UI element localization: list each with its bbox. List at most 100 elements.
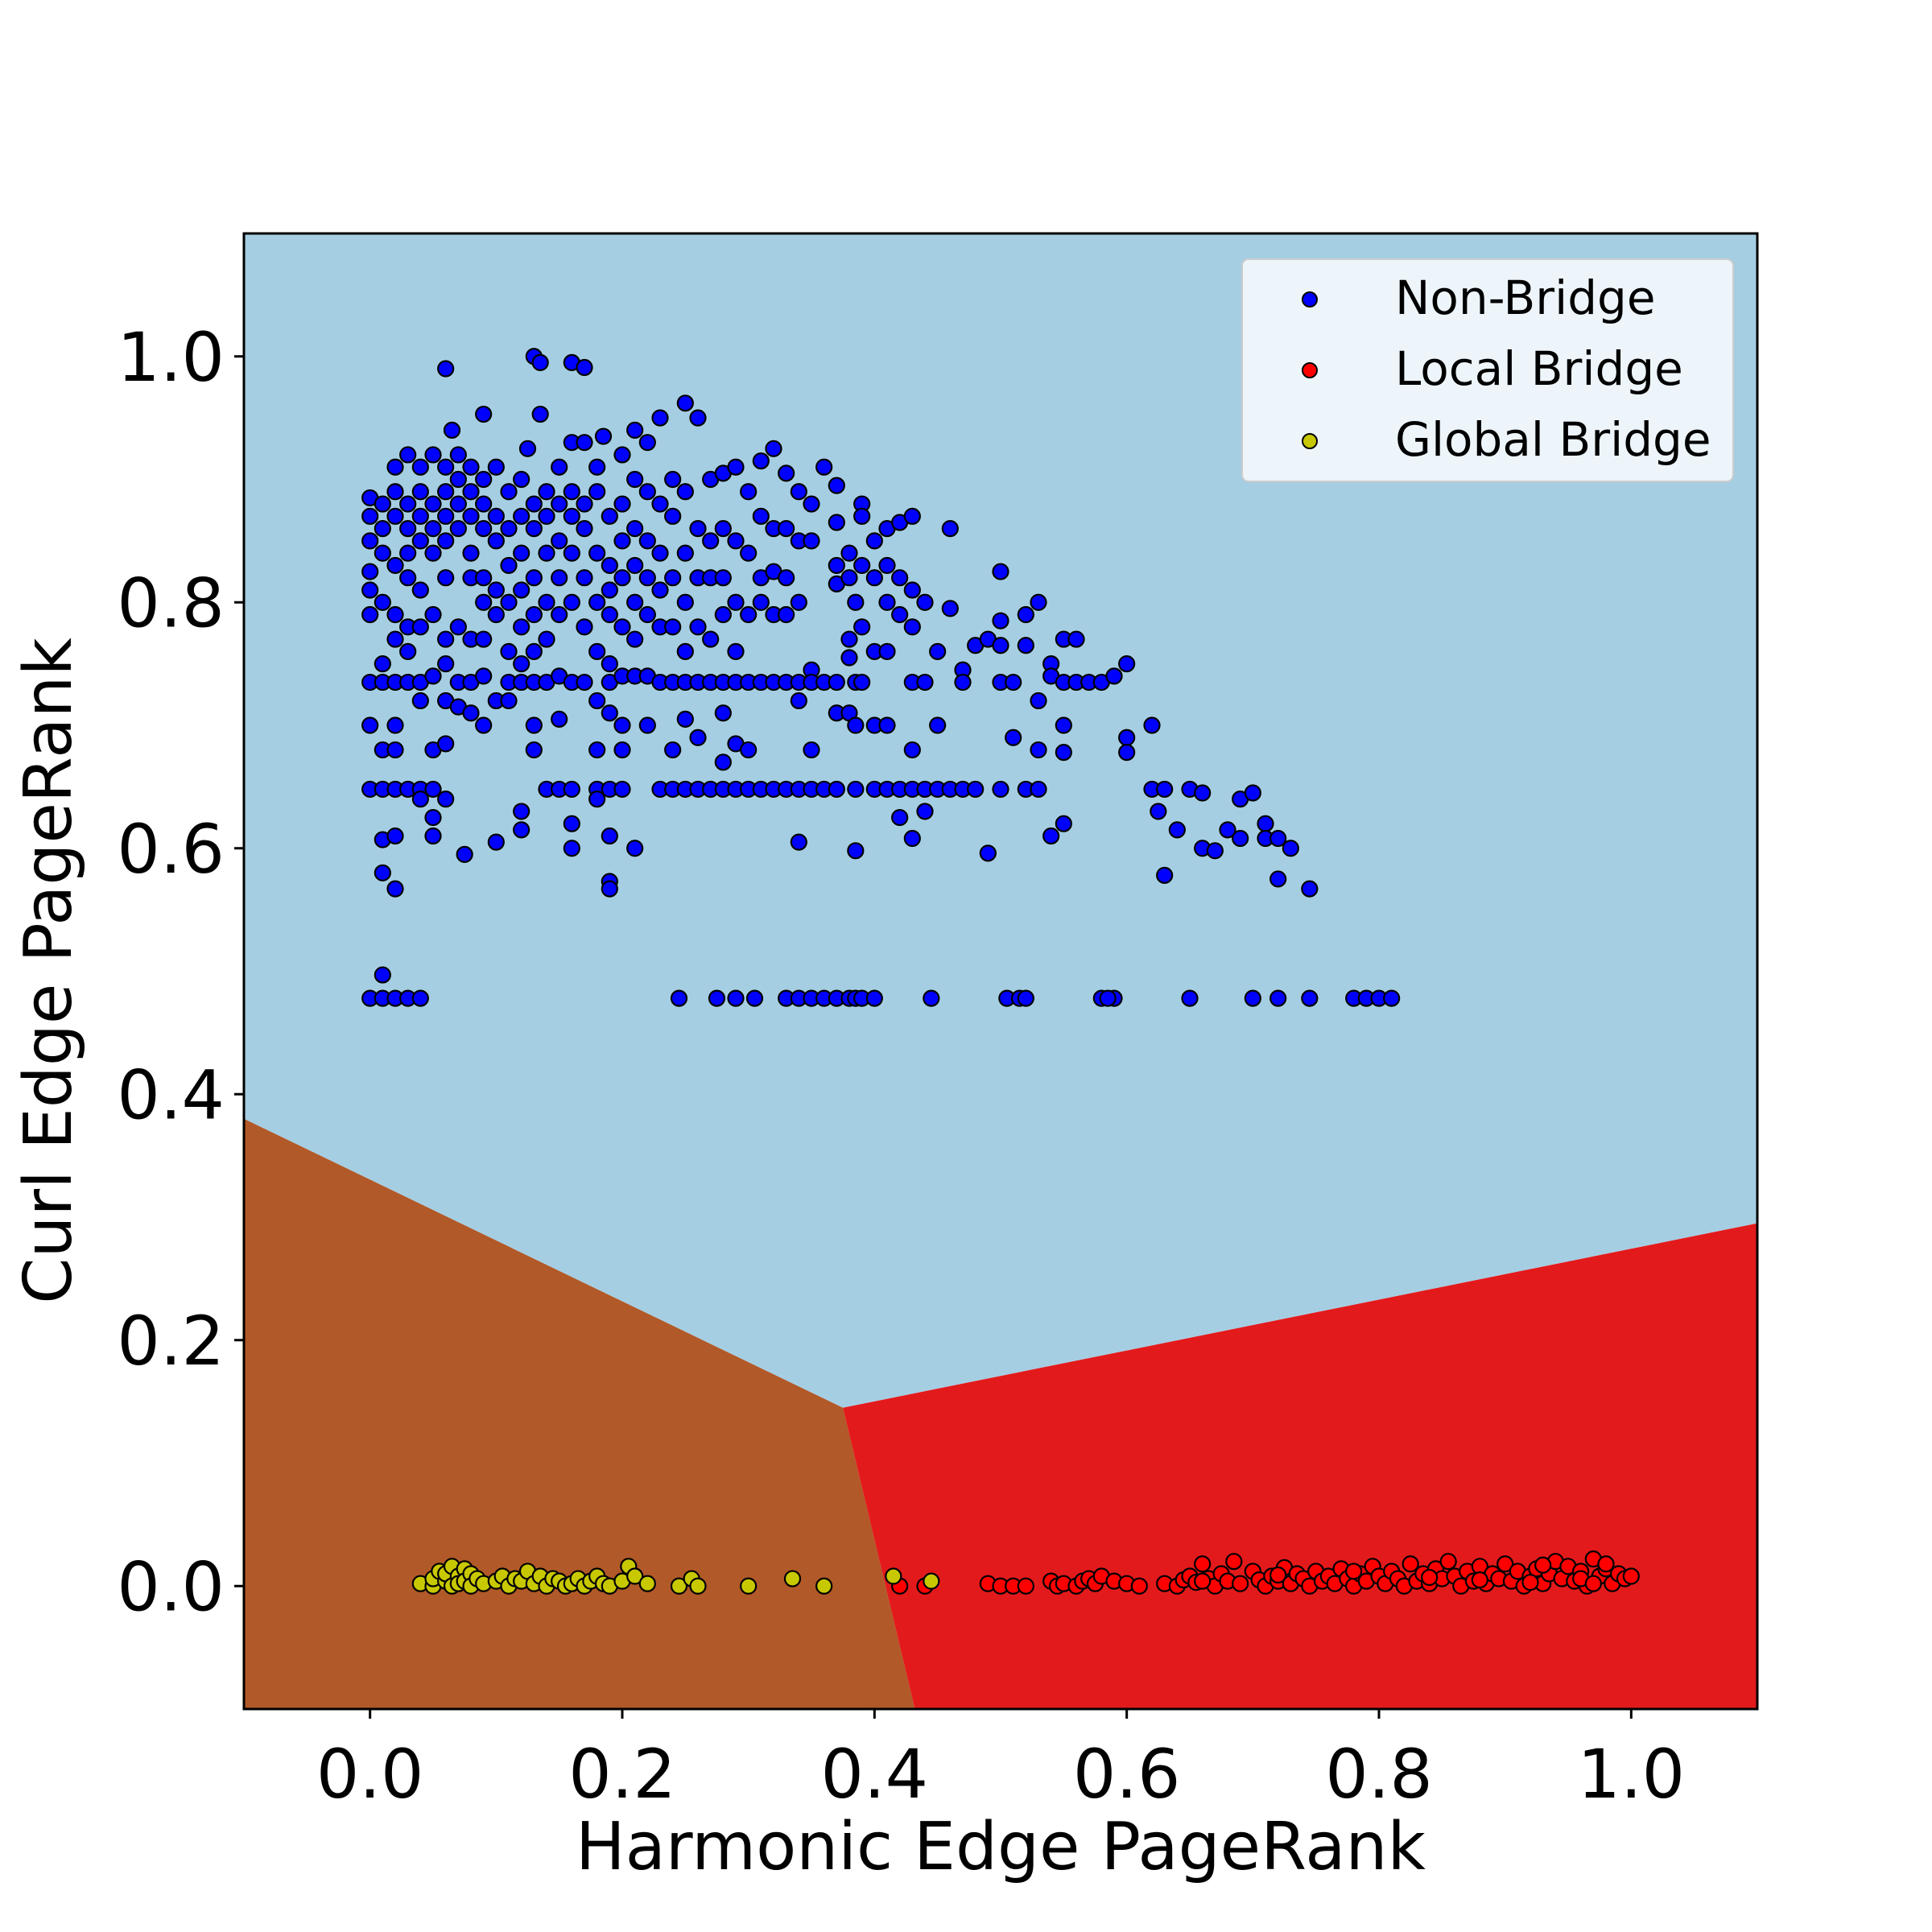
point-non-bridge bbox=[1118, 655, 1136, 673]
point-non-bridge bbox=[443, 421, 461, 440]
x-axis-label: Harmonic Edge PageRank bbox=[576, 1809, 1426, 1885]
point-non-bridge bbox=[513, 655, 530, 673]
region-global-bridge bbox=[244, 1118, 915, 1709]
point-non-bridge bbox=[1269, 829, 1287, 848]
point-non-bridge bbox=[638, 532, 656, 550]
point-non-bridge bbox=[538, 507, 555, 525]
point-non-bridge bbox=[525, 605, 543, 624]
point-non-bridge bbox=[500, 556, 518, 575]
point-non-bridge bbox=[676, 593, 694, 611]
point-non-bridge bbox=[601, 556, 618, 575]
point-non-bridge bbox=[651, 409, 669, 427]
point-local-bridge bbox=[1017, 1577, 1034, 1595]
point-non-bridge bbox=[790, 833, 807, 851]
point-non-bridge bbox=[790, 483, 807, 501]
point-non-bridge bbox=[638, 434, 656, 452]
point-non-bridge bbox=[903, 507, 921, 525]
point-non-bridge bbox=[437, 458, 455, 476]
point-non-bridge bbox=[462, 507, 480, 525]
point-non-bridge bbox=[531, 405, 549, 423]
point-non-bridge bbox=[1383, 989, 1401, 1007]
point-non-bridge bbox=[538, 483, 555, 501]
point-non-bridge bbox=[576, 569, 593, 587]
point-non-bridge bbox=[588, 593, 606, 611]
point-non-bridge bbox=[676, 394, 694, 412]
point-non-bridge bbox=[513, 618, 530, 636]
y-tick-label: 1.0 bbox=[117, 318, 225, 397]
point-non-bridge bbox=[399, 495, 417, 513]
point-non-bridge bbox=[1067, 630, 1085, 648]
point-non-bridge bbox=[411, 507, 429, 525]
point-non-bridge bbox=[437, 655, 455, 673]
point-non-bridge bbox=[992, 780, 1009, 799]
point-non-bridge bbox=[513, 470, 530, 489]
x-axis: 0.0 0.2 0.4 0.6 0.8 1.0 bbox=[316, 1709, 1685, 1814]
point-non-bridge bbox=[601, 827, 618, 845]
point-local-bridge bbox=[1421, 1568, 1439, 1587]
point-non-bridge bbox=[462, 544, 480, 562]
point-non-bridge bbox=[676, 642, 694, 660]
point-non-bridge bbox=[702, 630, 720, 648]
point-non-bridge bbox=[815, 458, 833, 476]
point-non-bridge bbox=[714, 569, 732, 587]
point-non-bridge bbox=[487, 833, 505, 851]
point-non-bridge bbox=[714, 519, 732, 538]
point-non-bridge bbox=[1005, 673, 1022, 691]
point-non-bridge bbox=[714, 605, 732, 624]
point-non-bridge bbox=[475, 405, 493, 423]
point-non-bridge bbox=[475, 519, 493, 538]
legend-box bbox=[1241, 258, 1734, 482]
point-non-bridge bbox=[374, 593, 391, 611]
point-non-bridge bbox=[790, 691, 807, 710]
point-non-bridge bbox=[563, 815, 580, 832]
point-non-bridge bbox=[727, 989, 745, 1007]
point-non-bridge bbox=[449, 519, 467, 538]
point-global-bridge bbox=[626, 1567, 644, 1585]
point-non-bridge bbox=[538, 630, 555, 648]
point-non-bridge bbox=[601, 581, 618, 599]
point-non-bridge bbox=[903, 829, 921, 848]
series-local-bridge bbox=[891, 1550, 1640, 1595]
point-non-bridge bbox=[828, 477, 845, 494]
point-non-bridge bbox=[1005, 729, 1022, 746]
point-non-bridge bbox=[462, 704, 480, 722]
point-non-bridge bbox=[399, 642, 417, 660]
point-non-bridge bbox=[411, 581, 429, 599]
point-non-bridge bbox=[374, 864, 391, 881]
point-non-bridge bbox=[778, 569, 795, 587]
y-axis: 0.0 0.2 0.4 0.6 0.8 1.0 bbox=[117, 318, 244, 1626]
point-non-bridge bbox=[992, 612, 1009, 630]
point-non-bridge bbox=[1150, 803, 1167, 820]
point-non-bridge bbox=[714, 753, 732, 771]
point-non-bridge bbox=[411, 618, 429, 636]
point-non-bridge bbox=[588, 741, 606, 759]
point-non-bridge bbox=[790, 593, 807, 611]
point-non-bridge bbox=[752, 452, 770, 470]
point-non-bridge bbox=[475, 716, 493, 734]
point-non-bridge bbox=[1219, 821, 1236, 839]
point-non-bridge bbox=[551, 710, 568, 728]
legend-label-non-bridge: Non-Bridge bbox=[1395, 270, 1656, 325]
point-non-bridge bbox=[576, 618, 593, 636]
point-non-bridge bbox=[500, 519, 518, 538]
point-non-bridge bbox=[525, 642, 543, 660]
plot-frame bbox=[242, 232, 1759, 1711]
point-non-bridge bbox=[449, 470, 467, 489]
point-non-bridge bbox=[740, 605, 758, 624]
point-non-bridge bbox=[1301, 989, 1319, 1007]
point-local-bridge bbox=[1345, 1563, 1363, 1580]
point-non-bridge bbox=[878, 642, 896, 660]
point-non-bridge bbox=[752, 507, 770, 525]
point-non-bridge bbox=[727, 532, 745, 550]
point-non-bridge bbox=[462, 483, 480, 501]
point-non-bridge bbox=[638, 569, 656, 587]
point-non-bridge bbox=[399, 446, 417, 464]
point-non-bridge bbox=[411, 691, 429, 710]
point-non-bridge bbox=[865, 532, 883, 550]
point-non-bridge bbox=[865, 989, 883, 1007]
point-non-bridge bbox=[424, 667, 442, 685]
point-non-bridge bbox=[891, 808, 909, 827]
point-non-bridge bbox=[1030, 593, 1047, 611]
point-non-bridge bbox=[626, 630, 644, 648]
point-non-bridge bbox=[361, 563, 379, 580]
